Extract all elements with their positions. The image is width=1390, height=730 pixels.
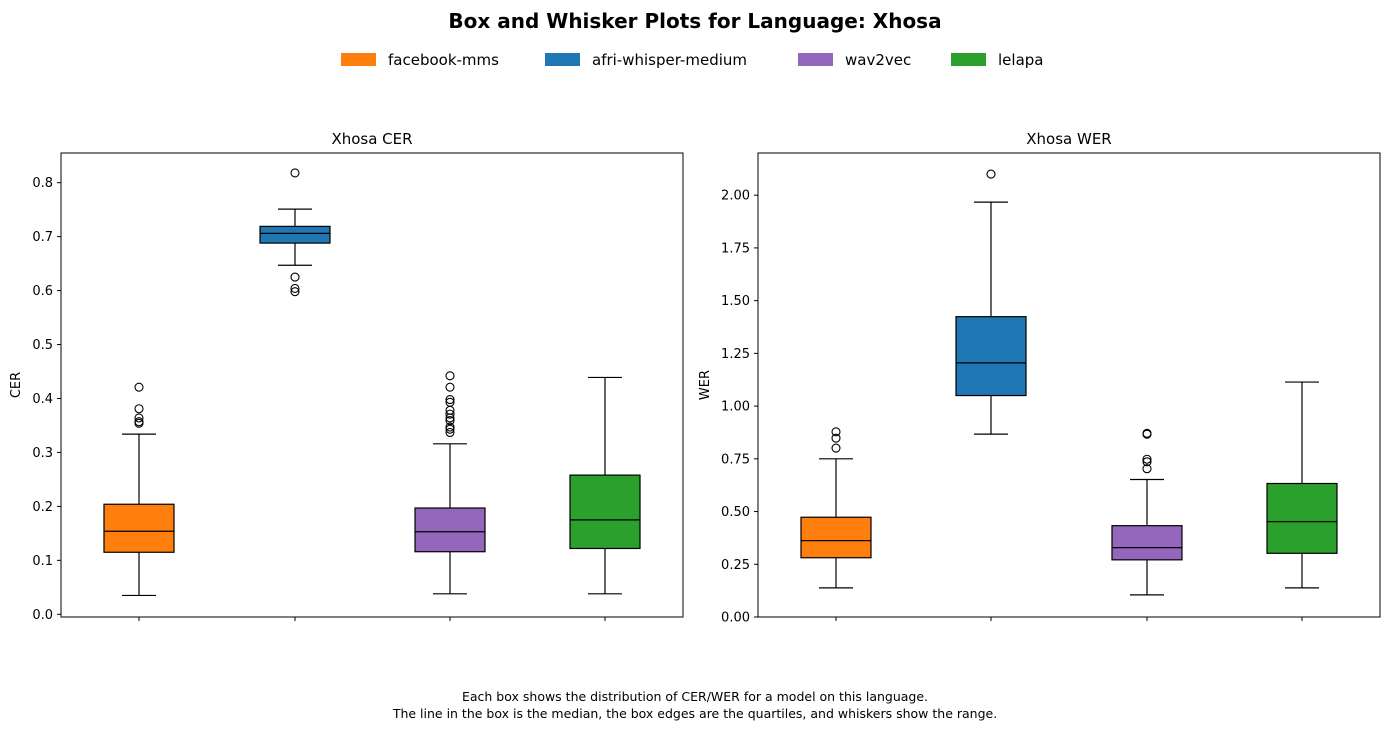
legend-swatch-wav2vec [798,53,833,66]
box-wav2vec [1111,428,1183,596]
plot-frame [757,152,1381,618]
outlier-point [134,413,144,423]
box-facebook-mms [103,382,175,597]
box-facebook-mms [800,427,872,589]
figure-title: Box and Whisker Plots for Language: Xhos… [448,9,941,33]
outlier-point [445,416,455,426]
outlier-point [831,433,841,443]
outlier-point [445,427,455,438]
outlier-point [290,272,300,282]
iqr-box [1111,525,1183,561]
y-tick-label: 0.2 [32,500,53,515]
legend-label: facebook-mms [388,51,499,69]
y-tick-label: 2.00 [721,189,750,204]
iqr-box [955,316,1027,397]
outlier-point [831,443,841,453]
caption-line-2: The line in the box is the median, the b… [392,706,997,721]
iqr-box [569,474,641,550]
legend: facebook-mms afri-whisper-medium wav2vec le… [341,51,1043,69]
outlier-point [445,422,455,432]
cer-plot: Xhosa CER CER 0.0 0.1 0.2 0.3 0.4 0.5 0.6 0.7 0.8 [9,130,684,623]
legend-label: lelapa [998,51,1043,69]
outlier-point [1142,454,1152,464]
y-tick-label: 0.5 [32,338,53,353]
legend-label: wav2vec [845,51,911,69]
y-tick-label: 0.8 [32,176,53,191]
y-tick-label: 1.50 [721,294,750,309]
plot-title: Xhosa CER [331,130,412,148]
y-tick-label: 1.25 [721,347,750,362]
y-tick-label: 0.3 [32,446,53,461]
y-tick-label: 0.00 [721,611,750,626]
y-tick-label: 1.75 [721,241,750,256]
outlier-point [445,395,455,405]
box-afri-whisper-medium [955,169,1027,435]
y-axis-label: WER [698,370,713,400]
y-tick-label: 0.7 [32,230,53,245]
iqr-box [414,507,486,553]
y-tick-label: 0.0 [32,608,53,623]
outlier-point [445,409,455,419]
y-tick-label: 0.4 [32,392,53,407]
outlier-point [134,404,144,414]
plot-title: Xhosa WER [1026,130,1111,148]
y-tick-label: 0.75 [721,452,750,467]
iqr-box [259,225,331,244]
box-afri-whisper-medium [259,168,331,297]
outlier-point [290,168,300,178]
plot-frame [60,152,684,618]
y-axis-label: CER [9,372,24,398]
outlier-point [290,283,300,293]
legend-swatch-facebook-mms [341,53,376,66]
legend-swatch-afri-whisper-medium [545,53,580,66]
y-tick-label: 0.50 [721,505,750,520]
y-tick-label: 0.1 [32,554,53,569]
y-tick-label: 1.00 [721,400,750,415]
outlier-point [134,417,144,427]
y-tick-label: 0.25 [721,558,750,573]
legend-label: afri-whisper-medium [592,51,747,69]
legend-swatch-lelapa [951,53,986,66]
outlier-point [290,287,300,297]
wer-plot: Xhosa WER WER 0.00 0.25 0.50 0.75 1.00 1.25 1.50… [698,130,1381,626]
outlier-point [134,382,144,392]
iqr-box [1266,482,1338,554]
box-lelapa [569,376,641,595]
outlier-point [986,169,996,179]
y-tick-label: 0.6 [32,284,53,299]
outlier-point [445,397,455,407]
iqr-box [103,503,175,553]
outlier-point [445,382,455,392]
outlier-point [1142,428,1152,438]
outlier-point [445,371,455,381]
caption-line-1: Each box shows the distribution of CER/W… [462,689,928,704]
outlier-point [1142,457,1152,467]
box-lelapa [1266,381,1338,589]
iqr-box [800,516,872,559]
box-wav2vec [414,371,486,595]
outlier-point [831,427,841,437]
outlier-point [1142,464,1152,474]
